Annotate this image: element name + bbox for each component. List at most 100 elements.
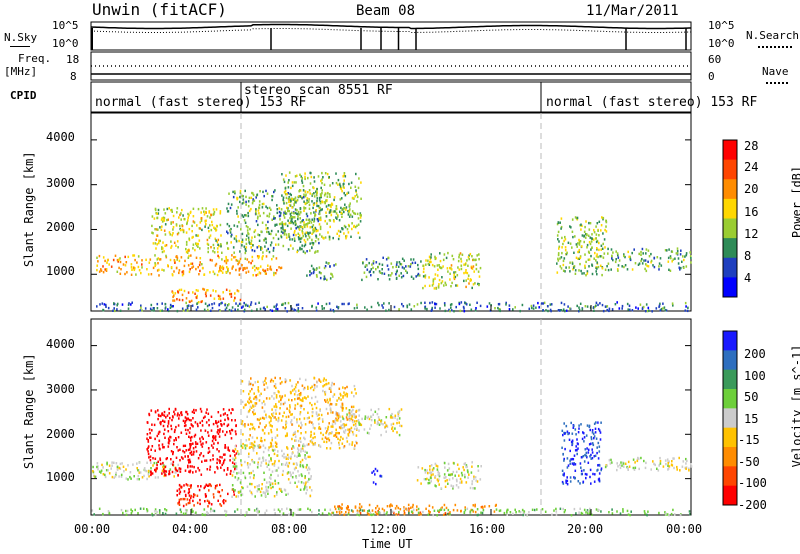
power-cell xyxy=(595,225,597,228)
velocity-cell xyxy=(184,420,187,423)
power-cell xyxy=(363,271,366,274)
power-cell xyxy=(486,305,489,308)
velocity-cell xyxy=(167,441,170,444)
velocity-cell xyxy=(224,509,226,513)
velocity-cell xyxy=(523,510,526,513)
velocity-cell xyxy=(311,385,313,388)
velocity-cell xyxy=(252,449,255,452)
velocity-cell xyxy=(264,446,267,450)
nsky-trace xyxy=(90,23,691,30)
power-cell xyxy=(261,257,264,261)
velocity-cell xyxy=(657,469,660,472)
velocity-cell xyxy=(378,418,381,421)
power-cell xyxy=(290,211,293,214)
velocity-cell xyxy=(127,478,129,481)
velocity-cell xyxy=(345,423,348,427)
power-cell xyxy=(335,172,337,175)
velocity-cell xyxy=(293,416,296,419)
power-cell xyxy=(201,300,203,303)
power-cell xyxy=(560,256,563,259)
velocity-cell xyxy=(378,510,380,514)
power-cell xyxy=(600,248,602,251)
power-cell xyxy=(213,226,215,229)
velocity-cell xyxy=(341,403,344,406)
nsearch-legend-line xyxy=(758,46,792,48)
power-cell xyxy=(242,201,245,204)
velocity-cell xyxy=(172,463,174,466)
velocity-cell xyxy=(354,444,356,447)
power-cell xyxy=(426,307,428,311)
velocity-cell xyxy=(236,478,239,482)
power-cell xyxy=(106,261,108,264)
power-cell xyxy=(288,204,291,207)
velocity-cell xyxy=(178,503,181,506)
velocity-cell xyxy=(563,439,566,442)
power-cell xyxy=(188,238,191,242)
velocity-cell xyxy=(302,449,305,452)
velocity-cell xyxy=(643,510,646,513)
velocity-cell xyxy=(328,422,330,425)
velocity-cell xyxy=(357,419,360,422)
power-cell xyxy=(312,271,315,275)
velocity-cell xyxy=(118,466,121,470)
velocity-cell xyxy=(284,489,287,492)
power-cell xyxy=(195,296,198,299)
velocity-cell xyxy=(161,469,164,472)
power-ytick-2000: 2000 xyxy=(46,220,75,234)
power-cell xyxy=(230,241,232,244)
nsearch-trace xyxy=(90,28,691,33)
velocity-cell xyxy=(146,437,148,440)
power-cell xyxy=(282,227,284,230)
power-cell xyxy=(156,302,159,306)
velocity-cell xyxy=(285,455,287,459)
velocity-cell xyxy=(637,457,640,460)
velocity-cell xyxy=(528,511,530,514)
power-cell xyxy=(449,309,451,313)
velocity-cell xyxy=(316,400,319,403)
velocity-cell xyxy=(176,446,178,449)
power-cell xyxy=(160,218,163,221)
velocity-cell xyxy=(590,453,592,457)
velocity-cell xyxy=(179,508,182,511)
power-cell xyxy=(349,202,351,205)
velocity-cell xyxy=(658,511,660,515)
velocity-cell xyxy=(175,437,177,440)
velocity-cell xyxy=(627,460,630,464)
power-cell xyxy=(569,225,571,228)
velocity-cell xyxy=(281,454,284,458)
velocity-cell xyxy=(418,513,420,516)
velocity-cell xyxy=(286,407,288,410)
velocity-cell xyxy=(312,442,315,446)
power-cell xyxy=(430,260,432,264)
velocity-cell xyxy=(551,513,553,516)
velocity-cell xyxy=(322,433,324,437)
power-cell xyxy=(181,293,184,297)
power-cell xyxy=(464,263,467,266)
velocity-cell xyxy=(463,473,466,477)
velocity-cell xyxy=(237,452,239,455)
power-cell xyxy=(431,306,433,310)
power-cell xyxy=(333,220,335,223)
velocity-cell xyxy=(194,445,197,449)
velocity-cell xyxy=(303,408,305,411)
velocity-cell xyxy=(182,419,185,423)
velocity-cell xyxy=(296,394,299,397)
power-cell xyxy=(283,222,285,226)
power-cell xyxy=(200,211,202,214)
velocity-cell xyxy=(347,505,349,508)
velocity-cell xyxy=(180,498,182,501)
power-cell xyxy=(219,269,221,272)
power-cell xyxy=(353,224,356,228)
velocity-cell xyxy=(157,432,160,435)
velocity-colorbar-segment xyxy=(723,408,737,429)
velocity-cell xyxy=(185,417,188,420)
power-cell xyxy=(288,196,290,199)
power-colorbar-segment xyxy=(723,198,737,219)
velocity-cell xyxy=(315,412,318,416)
velocity-cell xyxy=(254,381,257,384)
velocity-cell xyxy=(247,466,250,469)
power-cell xyxy=(531,306,533,310)
power-cell xyxy=(243,245,246,248)
velocity-cell xyxy=(506,513,508,516)
power-cell xyxy=(243,219,246,222)
